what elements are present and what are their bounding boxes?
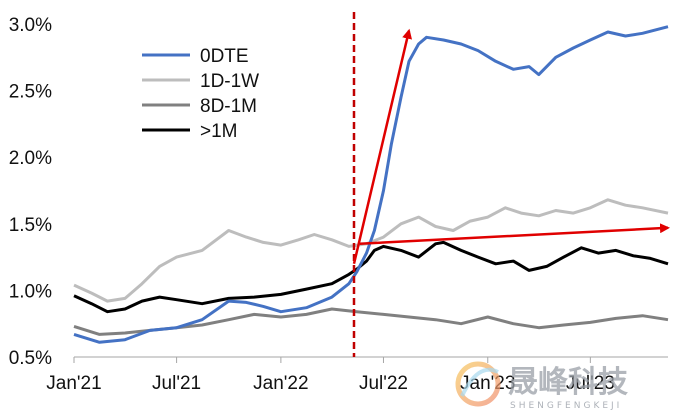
series-line-gt-1m	[73, 240, 669, 314]
legend-entry-gt-1m: >1M	[142, 121, 238, 142]
trend-arrow-2	[359, 223, 670, 246]
y-axis-ticks: 0.5% 1.0% 1.5% 2.0% 2.5% 3.0%	[9, 15, 52, 369]
legend-entry-8d-1m: 8D-1M	[142, 96, 257, 117]
x-tick-label: Jan'22	[253, 373, 308, 394]
y-tick-label: 1.5%	[9, 215, 52, 236]
legend-label-8d-1m: 8D-1M	[200, 96, 257, 117]
series-line-0dte	[73, 25, 669, 344]
legend-entry-1d-1w: 1D-1W	[142, 71, 259, 92]
series-line-8d-1m	[73, 307, 669, 336]
y-tick-label: 3.0%	[9, 15, 52, 36]
x-axis-ticks: Jan'21 Jul'21 Jan'22 Jul'22 Jan'23 Jul'23	[46, 357, 615, 394]
legend-label-gt-1m: >1M	[200, 121, 238, 142]
watermark-logo-icon	[455, 361, 501, 407]
legend-label-1d-1w: 1D-1W	[200, 71, 259, 92]
x-tick-label: Jul'23	[566, 373, 615, 394]
annotations	[352, 12, 670, 357]
watermark-text-cn: 晟峰科技	[508, 365, 628, 400]
y-tick-label: 1.0%	[9, 281, 52, 302]
y-tick-label: 0.5%	[9, 348, 52, 369]
watermark-text-en: SHENGFENGKEJI	[510, 401, 622, 411]
x-tick-label: Jul'21	[152, 373, 201, 394]
legend: 0DTE 1D-1W 8D-1M >1M	[142, 46, 259, 142]
y-tick-label: 2.5%	[9, 82, 52, 103]
series-lines	[73, 25, 669, 344]
watermark: 晟峰科技 SHENGFENGKEJI	[455, 361, 628, 411]
y-tick-label: 2.0%	[9, 148, 52, 169]
x-tick-label: Jan'21	[46, 373, 101, 394]
legend-entry-0dte: 0DTE	[142, 46, 249, 67]
series-line-1d-1w	[73, 198, 669, 303]
legend-label-0dte: 0DTE	[200, 46, 249, 67]
trend-arrow-1	[352, 28, 413, 265]
x-tick-label: Jul'22	[359, 373, 408, 394]
